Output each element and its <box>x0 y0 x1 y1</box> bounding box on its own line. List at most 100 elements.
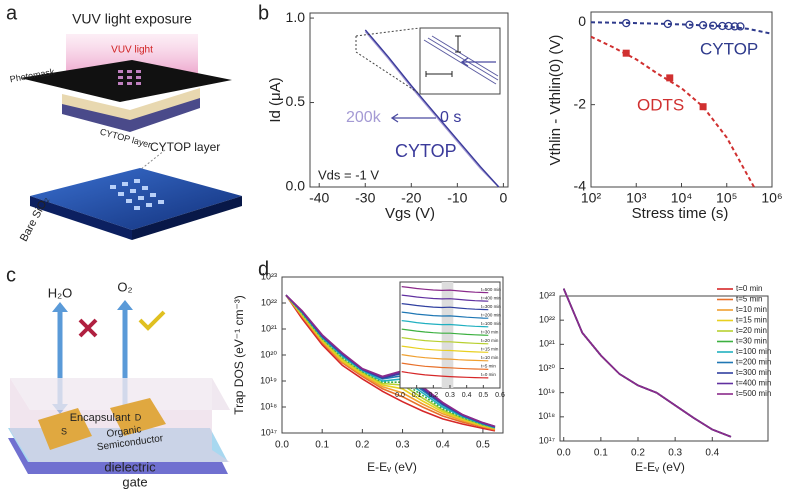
point <box>666 74 674 82</box>
point <box>699 103 707 111</box>
y-tick-label: 10²⁰ <box>260 349 277 359</box>
legend-label: t=20 min <box>736 326 767 335</box>
y-tick-label: -2 <box>574 95 587 111</box>
inset-line <box>401 362 489 370</box>
plot-frame <box>309 12 509 188</box>
x-axis-label: E-Eᵥ (eV) <box>367 460 417 474</box>
inset-line <box>401 371 489 379</box>
inset-line <box>401 354 489 362</box>
inset-callout <box>355 27 421 95</box>
electrode-label: D <box>135 412 142 422</box>
series-line <box>562 288 732 438</box>
x-tick-label: -20 <box>401 190 421 206</box>
mask-holes <box>118 70 141 85</box>
fit-line <box>590 35 755 188</box>
pointer <box>139 149 166 171</box>
x-tick-label: 0.2 <box>355 440 369 451</box>
y-tick-label: 10¹⁹ <box>260 375 277 385</box>
layer-label: Organic <box>106 424 142 440</box>
y-tick-label: 10²¹ <box>539 339 555 349</box>
inset-label: t=20 min <box>481 338 499 343</box>
electrode <box>38 408 92 450</box>
x-tick-label: -10 <box>447 190 467 206</box>
series-label: ODTS <box>637 95 684 114</box>
x-tick-label: 0.0 <box>557 448 571 459</box>
legend-label: t=500 min <box>736 389 771 398</box>
series-line <box>562 288 732 438</box>
series-label: 0 s <box>440 109 461 126</box>
patterns <box>110 179 164 210</box>
arrow-head <box>117 300 133 310</box>
inset-line <box>401 320 489 328</box>
stack <box>62 88 200 120</box>
x-tick-label: 0.0 <box>275 440 289 451</box>
inset-line <box>401 345 489 353</box>
point <box>663 19 673 29</box>
inset-line <box>401 303 489 311</box>
x-axis-label: E-Eᵥ (eV) <box>635 460 685 474</box>
legend-label: t=10 min <box>736 305 767 314</box>
inset-line <box>401 328 489 336</box>
point <box>622 18 631 28</box>
light-label: VUV light <box>111 45 153 56</box>
inset-tick-label: 0.2 <box>428 392 438 399</box>
cross <box>78 318 98 338</box>
point <box>622 49 630 57</box>
arrow <box>390 113 436 123</box>
inset-tick-label: 0.4 <box>462 392 472 399</box>
x-tick-label: 10³ <box>626 190 647 206</box>
y-tick-label: 10¹⁷ <box>261 427 277 437</box>
inset-label: t=200 min <box>481 313 501 318</box>
x-tick-label: 0.2 <box>631 448 645 459</box>
series-line <box>285 294 496 428</box>
y-tick-label: 10²³ <box>261 271 277 281</box>
inset-label: t=10 min <box>481 355 499 360</box>
legend-label: t=200 min <box>736 358 771 367</box>
inset-line <box>401 337 489 345</box>
panel-letter: c <box>6 264 16 286</box>
inset-line <box>401 294 489 302</box>
y-tick-label: 10²² <box>539 315 555 325</box>
legend-label: t=30 min <box>736 337 767 346</box>
inset-label: t=5 min <box>481 364 496 369</box>
schematic-a: VUV light exposure VUV light Photomask C… <box>9 11 242 244</box>
point <box>736 22 745 31</box>
y-axis-label: Trap DOS (eV⁻¹ cm⁻³) <box>232 295 246 415</box>
y-tick-label: 10²⁰ <box>538 363 555 373</box>
x-axis-label: Vgs (V) <box>385 205 435 222</box>
x-tick-label: 10⁵ <box>716 190 737 206</box>
series-line <box>562 288 732 438</box>
y-tick-label: 0.5 <box>286 93 306 109</box>
series-line <box>562 288 732 438</box>
y-tick-label: 0.0 <box>286 178 306 194</box>
x-tick-label: 0.1 <box>594 448 608 459</box>
series-line <box>562 288 732 438</box>
fit-line <box>590 21 773 35</box>
y-tick-label: 10²¹ <box>261 323 277 333</box>
x-tick-label: 10⁴ <box>671 190 693 206</box>
molecule: O₂ <box>117 279 132 294</box>
legend-label: t=5 min <box>736 295 762 304</box>
substrate-side <box>30 196 132 240</box>
inset-label: t=100 min <box>481 321 501 326</box>
y-tick-label: 10¹⁸ <box>538 411 555 421</box>
stack <box>62 96 200 132</box>
x-tick-label: 0.3 <box>396 440 410 451</box>
inset-label: t=0 min <box>481 372 496 377</box>
inset-tick-label: 0.3 <box>445 392 455 399</box>
layer-label: CYTOP layer <box>150 140 220 154</box>
x-tick-label: 0.3 <box>668 448 682 459</box>
inset-tick-label: 0.5 <box>478 392 488 399</box>
x-tick-label: -40 <box>309 190 329 206</box>
point <box>718 21 727 31</box>
inset-label: t=500 min <box>481 287 501 292</box>
point <box>730 22 739 31</box>
y-axis-label: Id (μA) <box>267 77 284 122</box>
series-line <box>562 288 732 438</box>
x-tick-label: 0.5 <box>476 440 490 451</box>
legend-label: t=300 min <box>736 368 771 377</box>
y-tick-label: 10²² <box>261 297 277 307</box>
annotation: CYTOP <box>395 141 457 161</box>
electrode <box>110 398 166 436</box>
